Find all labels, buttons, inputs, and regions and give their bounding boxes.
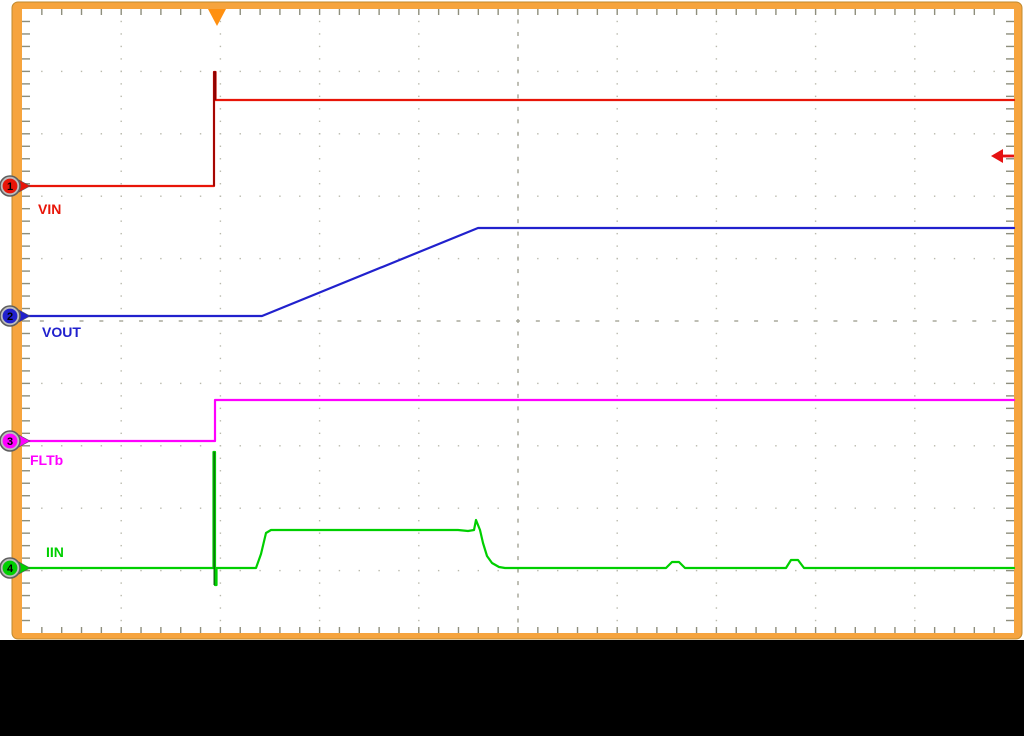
trigger-position-marker[interactable] (208, 9, 226, 26)
trace-label-vout: VOUT (42, 324, 81, 340)
trace-vin-edge (213, 71, 217, 186)
trace-label-vin: VIN (38, 201, 61, 217)
readout-bar: C1 10.0V/div BW:20.0M C2 10.0V/div BW:20… (0, 640, 1024, 736)
trigger-level-marker[interactable] (991, 149, 1014, 163)
channel-1-position-marker[interactable]: 1 (0, 175, 31, 197)
svg-text:3: 3 (7, 436, 13, 448)
channel-2-position-marker[interactable]: 2 (0, 305, 31, 327)
channel-3-position-marker[interactable]: 3 (0, 430, 31, 452)
trace-label-iin: IIN (46, 544, 64, 560)
trace-label-fltb: FLTb (30, 452, 63, 468)
svg-text:1: 1 (7, 181, 13, 193)
waveform-display[interactable]: 1 VIN 2 VOUT 3 FLTb 4 IIN (0, 0, 1024, 641)
svg-text:4: 4 (7, 563, 14, 575)
graticule (22, 9, 1014, 633)
channel-4-position-marker[interactable]: 4 (0, 557, 31, 579)
trace-fltb (20, 398, 1016, 443)
svg-text:2: 2 (7, 311, 13, 323)
trace-vout (20, 226, 1016, 318)
trace-iin (20, 450, 1016, 587)
